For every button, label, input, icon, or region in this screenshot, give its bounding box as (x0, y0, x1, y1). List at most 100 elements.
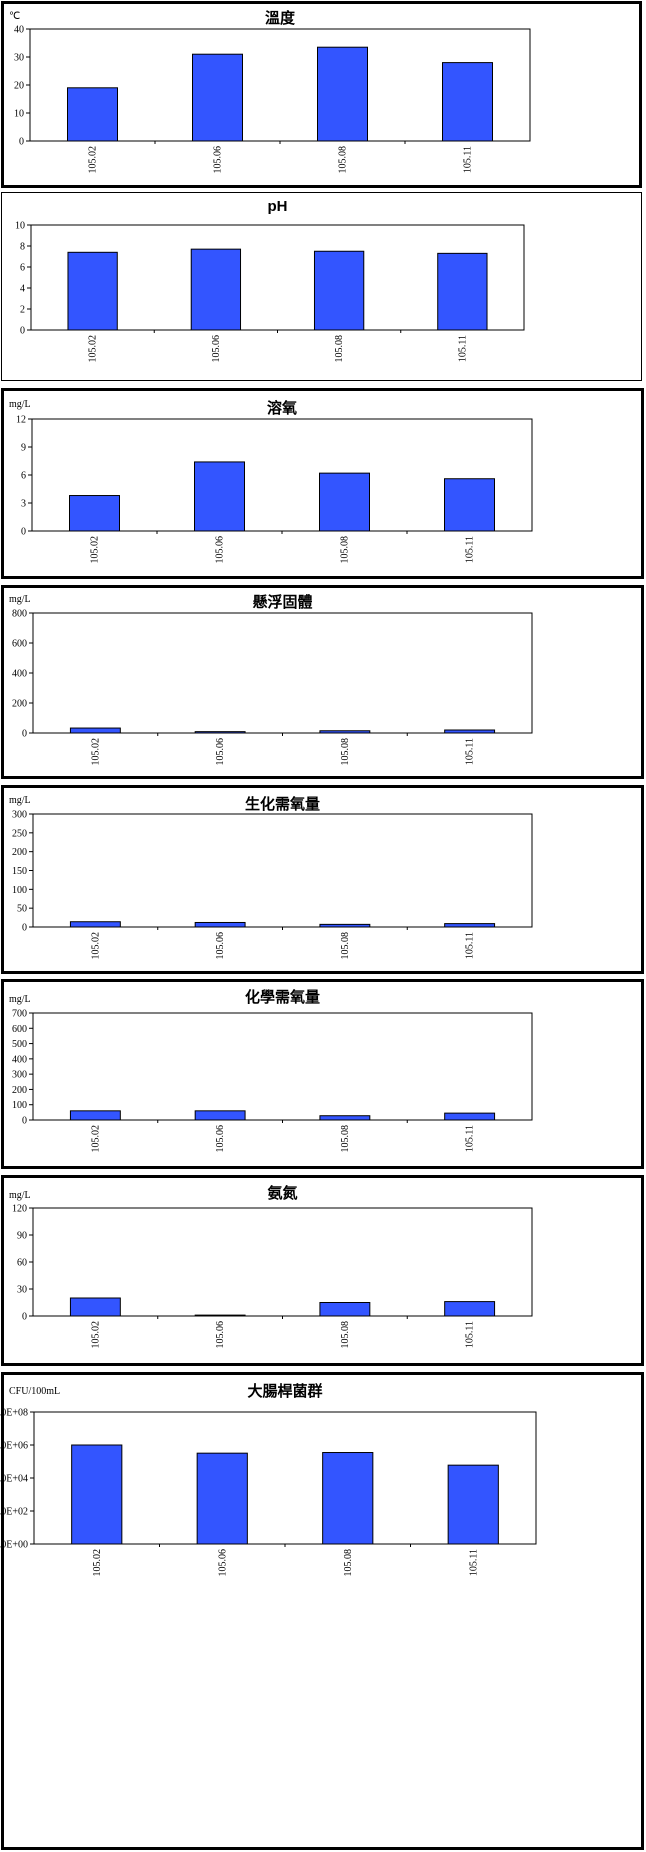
y-unit-label: mg/L (9, 994, 31, 1005)
y-tick-label: 0 (19, 137, 24, 148)
bar-105.11 (444, 1112, 496, 1121)
chart-panel-cod: 化學需氧量 mg/L 0 100 200 300 400 500 600 700 105.02 105… (1, 979, 644, 1169)
chart-svg: 溶氧 mg/L 0 3 6 9 12 105.02 105.06 105.08 105.11 (9, 399, 533, 564)
bar-105.11 (444, 478, 495, 532)
chart-panel-suspended-solids: 懸浮固體 mg/L 0 200 400 600 800 105.02 105.06 105.08 1… (1, 585, 644, 779)
y-tick-label: 12 (16, 415, 26, 426)
y-tick-label: 40 (14, 25, 24, 36)
x-category-label: 105.11 (465, 536, 476, 563)
x-category-label: 105.11 (465, 932, 476, 959)
chart-svg: 懸浮固體 mg/L 0 200 400 600 800 105.02 105.06 105.08 1… (9, 593, 533, 766)
y-tick-label: 1.0E+08 (0, 1408, 28, 1419)
bar-105.02 (69, 1110, 121, 1121)
x-category-label: 105.02 (90, 536, 101, 564)
chart-panel-dissolved-oxygen: 溶氧 mg/L 0 3 6 9 12 105.02 105.06 105.08 105.11 (1, 388, 644, 579)
y-tick-label: 200 (12, 699, 27, 710)
x-category-label: 105.11 (465, 1321, 476, 1348)
x-category-label: 105.11 (463, 146, 474, 173)
x-category-label: 105.06 (211, 335, 222, 363)
chart-svg: 氨氮 mg/L 0 30 60 90 120 105.02 105.06 105.08 105.11 (9, 1184, 533, 1349)
y-unit-label: mg/L (9, 795, 31, 806)
x-category-label: 105.02 (88, 146, 99, 174)
y-tick-label: 100 (12, 885, 27, 896)
x-category-label: 105.11 (465, 738, 476, 765)
bar-105.06 (194, 1314, 246, 1317)
bar-105.02 (69, 727, 121, 734)
bar-105.02 (69, 495, 120, 532)
x-category-label: 105.08 (338, 146, 349, 174)
y-tick-label: 90 (17, 1231, 27, 1242)
y-tick-label: 800 (12, 609, 27, 620)
y-tick-label: 0 (21, 527, 26, 538)
y-unit-label: mg/L (9, 594, 31, 605)
chart-panel-ammonia: 氨氮 mg/L 0 30 60 90 120 105.02 105.06 105.08 105.11 (1, 1175, 644, 1366)
chart-svg: 溫度 ℃ 0 10 20 30 40 105.02 105.06 105.08 105.11 (9, 9, 531, 174)
bar-105.11 (447, 1464, 499, 1545)
y-tick-label: 150 (12, 866, 27, 877)
bar-105.08 (322, 1452, 374, 1545)
chart-title: 溫度 (265, 9, 296, 27)
bar-105.02 (69, 1297, 121, 1317)
x-category-label: 105.08 (340, 738, 351, 766)
bar-105.02 (67, 251, 118, 331)
y-tick-label: 500 (12, 1039, 27, 1050)
bar-105.02 (67, 87, 118, 142)
y-tick-label: 300 (12, 810, 27, 821)
y-tick-label: 6 (21, 471, 26, 482)
x-category-label: 105.08 (340, 1321, 351, 1349)
bar-105.11 (437, 252, 488, 331)
chart-title: 溶氧 (267, 399, 297, 417)
bar-105.08 (317, 46, 368, 142)
bar-105.08 (319, 923, 371, 928)
x-category-label: 105.11 (465, 1125, 476, 1152)
x-category-label: 105.02 (90, 932, 101, 960)
x-category-label: 105.11 (468, 1549, 479, 1576)
y-unit-label: mg/L (9, 399, 31, 410)
x-category-label: 105.06 (215, 1321, 226, 1349)
y-tick-label: 400 (12, 1054, 27, 1065)
y-tick-label: 600 (12, 639, 27, 650)
y-tick-label: 9 (21, 443, 26, 454)
bar-105.08 (319, 1115, 371, 1121)
y-tick-label: 250 (12, 828, 27, 839)
y-tick-label: 1.0E+06 (0, 1441, 28, 1452)
y-tick-label: 200 (12, 847, 27, 858)
chart-title: 生化需氧量 (245, 795, 320, 813)
y-tick-label: 4 (20, 284, 25, 295)
chart-svg: 大腸桿菌群 CFU/100mL 1.0E+00 1.0E+02 1.0E+04 1.0E+… (0, 1382, 537, 1577)
chart-title: 化學需氧量 (245, 988, 320, 1006)
y-tick-label: 30 (14, 53, 24, 64)
chart-title: pH (268, 198, 288, 215)
x-category-label: 105.02 (90, 1125, 101, 1153)
x-category-label: 105.06 (215, 536, 226, 564)
chart-svg: pH 0 2 4 6 8 10 105.02 105.06 105.08 105.11 (15, 198, 525, 363)
plot-area (32, 1012, 533, 1121)
bar-105.06 (192, 53, 243, 142)
bar-105.02 (69, 921, 121, 928)
y-tick-label: 0 (22, 729, 27, 740)
x-category-label: 105.08 (340, 536, 351, 564)
bar-105.06 (194, 1110, 246, 1121)
x-category-label: 105.06 (213, 146, 224, 174)
y-tick-label: 0 (22, 1116, 27, 1127)
x-category-label: 105.02 (88, 335, 99, 363)
y-tick-label: 1.0E+00 (0, 1540, 28, 1551)
y-tick-label: 2 (20, 305, 25, 316)
y-tick-label: 6 (20, 263, 25, 274)
y-tick-label: 700 (12, 1009, 27, 1020)
plot-area (32, 813, 533, 928)
y-tick-label: 1.0E+04 (0, 1474, 28, 1485)
x-category-label: 105.08 (343, 1549, 354, 1577)
y-tick-label: 30 (17, 1285, 27, 1296)
bar-105.08 (313, 250, 365, 331)
y-tick-label: 600 (12, 1024, 27, 1035)
chart-panel-ph: pH 0 2 4 6 8 10 105.02 105.06 105.08 105.11 (1, 192, 642, 381)
chart-svg: 生化需氧量 mg/L 0 50 100 150 200 250 300 105.02 105.06 1… (9, 795, 533, 960)
x-category-label: 105.06 (215, 932, 226, 960)
y-tick-label: 1.0E+02 (0, 1507, 28, 1518)
bar-105.11 (444, 1301, 496, 1317)
y-tick-label: 10 (14, 109, 24, 120)
bar-105.06 (194, 461, 245, 532)
y-tick-label: 3 (21, 499, 26, 510)
x-category-label: 105.02 (90, 738, 101, 766)
